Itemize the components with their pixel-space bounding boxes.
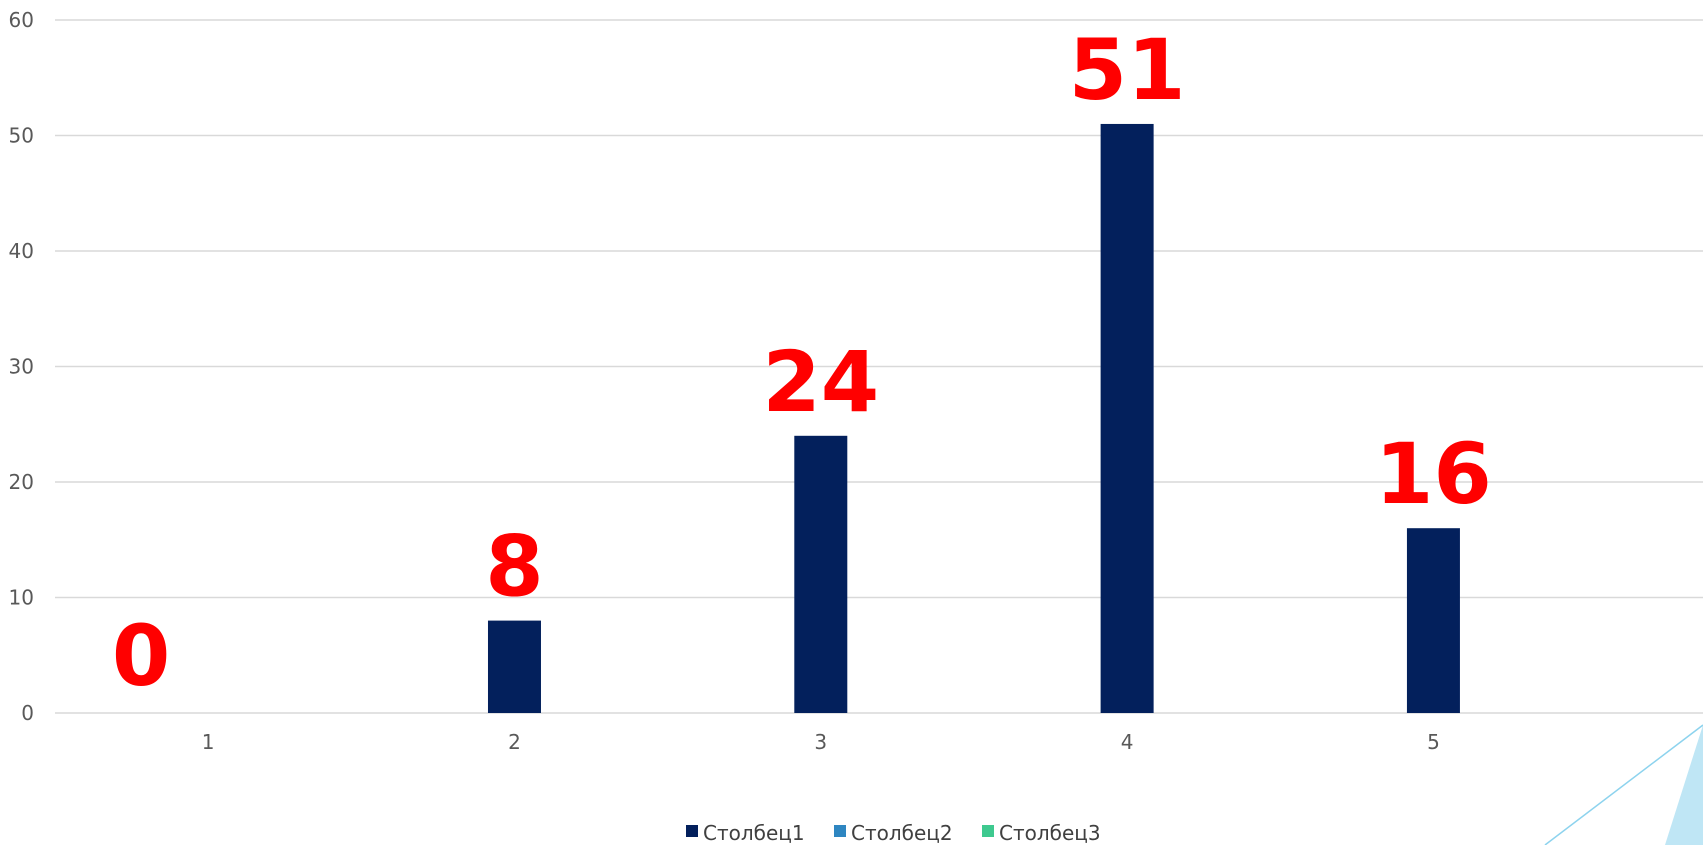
- data-label-5: 16: [1375, 425, 1492, 523]
- x-tick-label-5: 5: [1427, 730, 1440, 754]
- data-label-3: 24: [762, 333, 879, 431]
- legend-swatch-1: [686, 825, 698, 837]
- legend-label-3: Столбец3: [999, 821, 1101, 845]
- y-tick-label-40: 40: [9, 239, 34, 263]
- legend-label-2: Столбец2: [851, 821, 953, 845]
- x-axis-ticks: 1 2 3 4 5: [202, 730, 1440, 754]
- legend: Столбец1 Столбец2 Столбец3: [686, 821, 1101, 845]
- y-tick-label-10: 10: [9, 586, 34, 610]
- x-tick-label-2: 2: [508, 730, 521, 754]
- bar-3: [794, 435, 848, 713]
- y-axis-ticks: 0 10 20 30 40 50 60: [9, 8, 34, 725]
- y-tick-label-0: 0: [21, 701, 34, 725]
- legend-swatch-3: [982, 825, 994, 837]
- data-label-4: 51: [1069, 21, 1186, 119]
- x-tick-label-3: 3: [814, 730, 827, 754]
- y-tick-label-30: 30: [9, 355, 34, 379]
- data-label-1: 0: [112, 607, 170, 705]
- bars: [487, 123, 1460, 713]
- x-tick-label-4: 4: [1121, 730, 1134, 754]
- y-tick-label-50: 50: [9, 124, 34, 148]
- y-tick-label-60: 60: [9, 8, 34, 32]
- data-label-2: 8: [485, 518, 543, 616]
- legend-label-1: Столбец1: [703, 821, 805, 845]
- bar-5: [1406, 528, 1460, 713]
- y-tick-label-20: 20: [9, 470, 34, 494]
- data-labels: 0 8 24 51 16: [112, 21, 1492, 705]
- gridlines: [55, 19, 1703, 714]
- corner-decoration: [1544, 724, 1703, 845]
- bar-2: [487, 620, 541, 713]
- bar-4: [1100, 123, 1154, 713]
- x-tick-label-1: 1: [202, 730, 215, 754]
- legend-swatch-2: [834, 825, 846, 837]
